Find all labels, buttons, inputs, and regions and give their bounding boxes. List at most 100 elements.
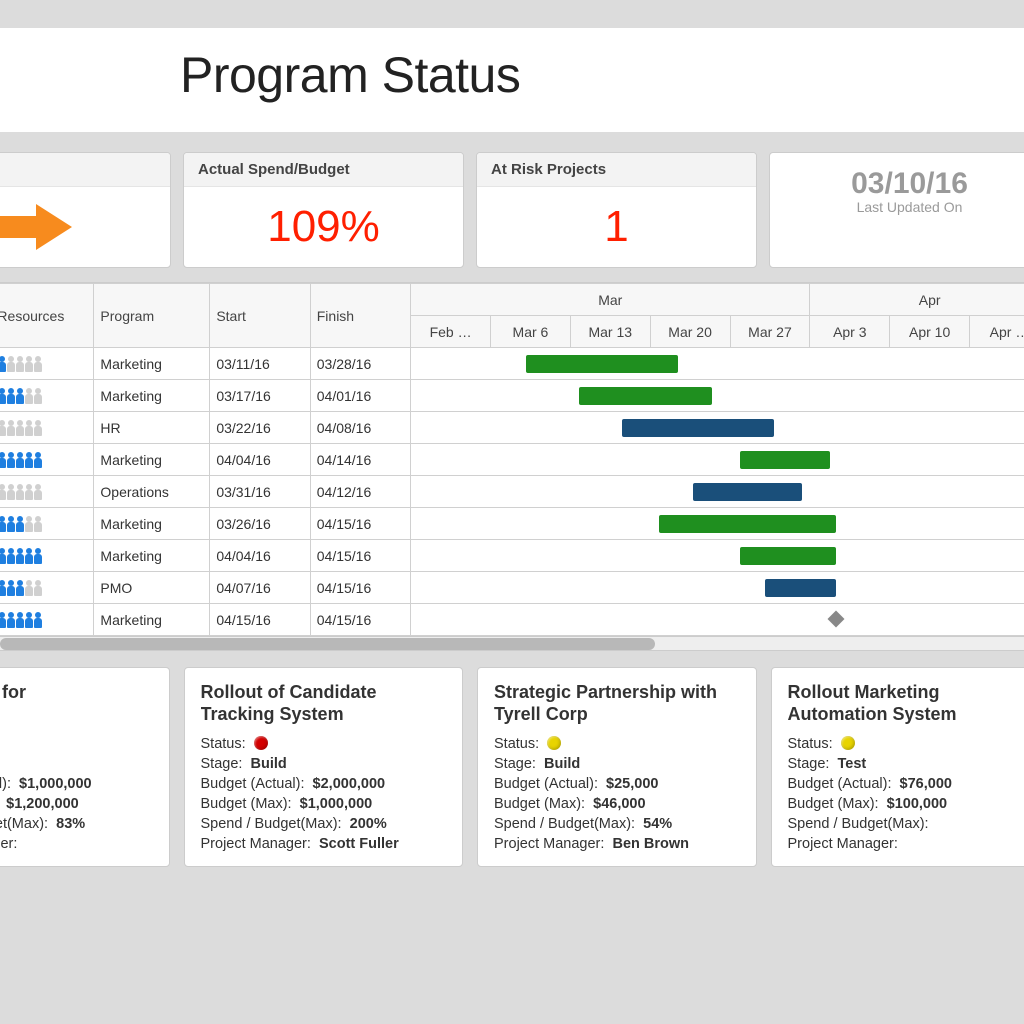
project-title: Rollout Marketing Automation System <box>788 682 1024 726</box>
start-cell: 03/22/16 <box>210 412 310 444</box>
gantt-row[interactable]: PMO04/07/1604/15/16 <box>0 572 1024 604</box>
timeline-cell <box>411 572 1024 604</box>
project-card[interactable]: Rollout of Candidate Tracking SystemStat… <box>184 667 464 867</box>
project-budget-actual: Budget (Actual): $1,000,000 <box>0 776 153 792</box>
resources-cell <box>0 444 94 476</box>
project-budget-max: Budget (Max): $100,000 <box>788 796 1024 812</box>
start-cell: 03/11/16 <box>210 348 310 380</box>
gantt-bar[interactable] <box>693 483 802 501</box>
project-card[interactable]: Promotion forStatus: Stage: BuildBudget … <box>0 667 170 867</box>
month-header: Apr <box>810 284 1024 316</box>
kpi-card-trend[interactable]: Trend <box>0 152 171 268</box>
month-header: Mar <box>411 284 810 316</box>
gantt-bar[interactable] <box>740 547 836 565</box>
program-cell: Marketing <box>94 444 210 476</box>
trend-arrow-icon <box>0 187 170 267</box>
kpi-value: 109% <box>184 187 463 267</box>
person-icon <box>33 356 43 372</box>
title-bar: Program Status <box>0 28 1024 132</box>
project-stage: Stage: Test <box>788 756 1024 772</box>
page-title: Program Status <box>180 46 1024 104</box>
program-cell: Operations <box>94 476 210 508</box>
start-cell: 04/04/16 <box>210 540 310 572</box>
program-cell: Marketing <box>94 508 210 540</box>
week-header: Mar 13 <box>570 316 650 348</box>
finish-cell: 03/28/16 <box>310 348 410 380</box>
finish-cell: 04/15/16 <box>310 604 410 636</box>
gantt-row[interactable]: Marketing03/26/1604/15/16 <box>0 508 1024 540</box>
project-budget-max: Budget (Max): $46,000 <box>494 796 740 812</box>
gantt-row[interactable]: Marketing03/11/1603/28/16 <box>0 348 1024 380</box>
project-budget-max: Budget (Max): $1,200,000 <box>0 796 153 812</box>
project-cards-row: Promotion forStatus: Stage: BuildBudget … <box>0 651 1024 867</box>
finish-cell: 04/14/16 <box>310 444 410 476</box>
week-header: Mar 27 <box>730 316 810 348</box>
resources-cell <box>0 604 94 636</box>
status-dot-icon <box>254 736 268 750</box>
week-header: Feb … <box>411 316 491 348</box>
project-spend-pct: Spend / Budget(Max): 83% <box>0 816 153 832</box>
finish-cell: 04/15/16 <box>310 540 410 572</box>
gantt-row[interactable]: Marketing04/04/1604/14/16 <box>0 444 1024 476</box>
person-icon <box>33 548 43 564</box>
col-resources[interactable]: Resources <box>0 284 94 348</box>
start-cell: 04/15/16 <box>210 604 310 636</box>
gantt-bar[interactable] <box>622 419 774 437</box>
finish-cell: 04/15/16 <box>310 572 410 604</box>
resources-cell <box>0 412 94 444</box>
gantt-row[interactable]: HR03/22/1604/08/16 <box>0 412 1024 444</box>
col-program[interactable]: Program <box>94 284 210 348</box>
start-cell: 03/17/16 <box>210 380 310 412</box>
timeline-cell <box>411 476 1024 508</box>
gantt-bar[interactable] <box>526 355 678 373</box>
gantt-row[interactable]: Operations03/31/1604/12/16 <box>0 476 1024 508</box>
program-cell: Marketing <box>94 604 210 636</box>
week-header: Apr 3 <box>810 316 890 348</box>
person-icon <box>33 612 43 628</box>
col-start[interactable]: Start <box>210 284 310 348</box>
project-manager: Project Manager: Ben Brown <box>494 836 740 852</box>
kpi-value: 1 <box>477 187 756 267</box>
gantt-row[interactable]: Marketing04/15/1604/15/16 <box>0 604 1024 636</box>
project-stage: Stage: Build <box>0 756 153 772</box>
milestone-icon <box>827 611 844 628</box>
project-card[interactable]: Rollout Marketing Automation SystemStatu… <box>771 667 1024 867</box>
gantt-panel: StatusResourcesProgramStartFinishMarAprF… <box>0 282 1024 651</box>
project-budget-max: Budget (Max): $1,000,000 <box>201 796 447 812</box>
kpi-card-atrisk[interactable]: At Risk Projects1 <box>476 152 757 268</box>
gantt-row[interactable]: Marketing03/17/1604/01/16 <box>0 380 1024 412</box>
kpi-card-updated[interactable]: 03/10/16Last Updated On <box>769 152 1024 268</box>
project-card[interactable]: Strategic Partnership with Tyrell CorpSt… <box>477 667 757 867</box>
person-icon <box>33 388 43 404</box>
kpi-card-spend[interactable]: Actual Spend/Budget109% <box>183 152 464 268</box>
timeline-cell <box>411 604 1024 636</box>
project-title: Strategic Partnership with Tyrell Corp <box>494 682 740 726</box>
gantt-bar[interactable] <box>659 515 836 533</box>
gantt-bar[interactable] <box>579 387 712 405</box>
resources-cell <box>0 540 94 572</box>
project-budget-actual: Budget (Actual): $25,000 <box>494 776 740 792</box>
col-finish[interactable]: Finish <box>310 284 410 348</box>
scrollbar-thumb[interactable] <box>0 638 655 650</box>
finish-cell: 04/08/16 <box>310 412 410 444</box>
finish-cell: 04/15/16 <box>310 508 410 540</box>
timeline-cell <box>411 444 1024 476</box>
start-cell: 04/07/16 <box>210 572 310 604</box>
program-cell: Marketing <box>94 380 210 412</box>
start-cell: 04/04/16 <box>210 444 310 476</box>
horizontal-scrollbar[interactable] <box>0 636 1024 650</box>
project-budget-actual: Budget (Actual): $76,000 <box>788 776 1024 792</box>
gantt-row[interactable]: Marketing04/04/1604/15/16 <box>0 540 1024 572</box>
project-spend-pct: Spend / Budget(Max): 200% <box>201 816 447 832</box>
program-cell: HR <box>94 412 210 444</box>
project-spend-pct: Spend / Budget(Max): 54% <box>494 816 740 832</box>
status-dot-icon <box>841 736 855 750</box>
project-manager: Project Manager: <box>788 836 1024 852</box>
timeline-cell <box>411 380 1024 412</box>
gantt-bar[interactable] <box>740 451 830 469</box>
person-icon <box>33 452 43 468</box>
project-title: Rollout of Candidate Tracking System <box>201 682 447 726</box>
gantt-bar[interactable] <box>765 579 836 597</box>
resources-cell <box>0 476 94 508</box>
project-spend-pct: Spend / Budget(Max): <box>788 816 1024 832</box>
